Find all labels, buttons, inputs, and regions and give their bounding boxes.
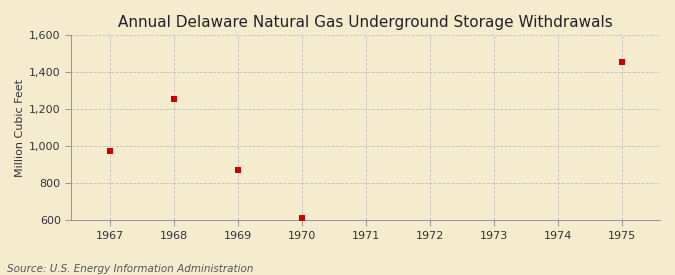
Point (296, 215, 307, 220)
Title: Annual Delaware Natural Gas Underground Storage Withdrawals: Annual Delaware Natural Gas Underground … (118, 15, 613, 30)
Point (232, 168, 243, 173)
Point (616, 60, 627, 64)
Y-axis label: Million Cubic Feet: Million Cubic Feet (15, 79, 25, 177)
Point (104, 149, 115, 153)
Point (168, 97, 179, 101)
Text: Source: U.S. Energy Information Administration: Source: U.S. Energy Information Administ… (7, 264, 253, 274)
